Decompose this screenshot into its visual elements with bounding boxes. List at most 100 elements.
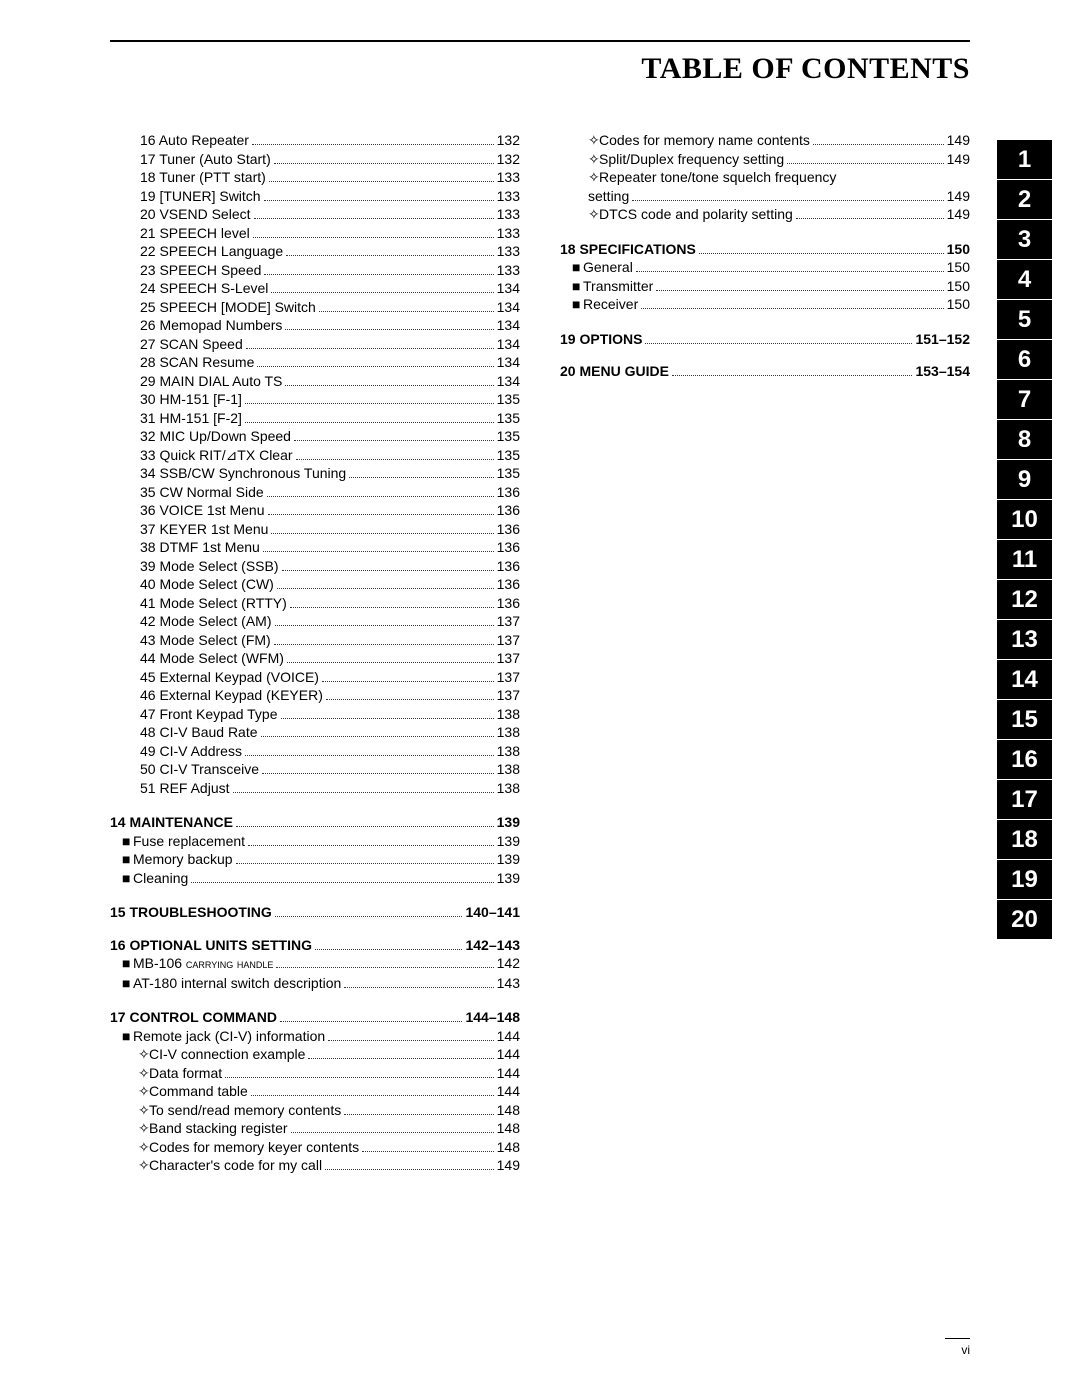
toc-entry-page: 138 bbox=[497, 742, 520, 761]
toc-entry-page: 151–152 bbox=[915, 330, 970, 349]
chapter-tab[interactable]: 2 bbox=[997, 180, 1052, 220]
toc-entry-page: 132 bbox=[497, 131, 520, 150]
toc-subsubentry: ✧Codes for memory keyer contents148 bbox=[110, 1138, 520, 1157]
toc-entry: 49 CI-V Address138 bbox=[110, 742, 520, 761]
toc-entry-label: 43 Mode Select (FM) bbox=[140, 631, 271, 650]
leader-dots bbox=[252, 144, 494, 145]
leader-dots bbox=[285, 329, 493, 330]
leader-dots bbox=[245, 403, 494, 404]
leader-dots bbox=[277, 588, 494, 589]
section-heading: 14 MAINTENANCE139 bbox=[110, 813, 520, 832]
toc-entry: 37 KEYER 1st Menu136 bbox=[110, 520, 520, 539]
leader-dots bbox=[328, 1040, 493, 1041]
toc-entry-page: 144 bbox=[497, 1064, 520, 1083]
toc-entry-page: 142 bbox=[497, 954, 520, 973]
chapter-tab[interactable]: 8 bbox=[997, 420, 1052, 460]
section-heading: 15 TROUBLESHOOTING140–141 bbox=[110, 903, 520, 922]
toc-entry: 50 CI-V Transceive138 bbox=[110, 760, 520, 779]
toc-entry-page: 133 bbox=[497, 187, 520, 206]
leader-dots bbox=[251, 1095, 494, 1096]
leader-dots bbox=[275, 916, 463, 917]
toc-entry-label: ✧Codes for memory keyer contents bbox=[138, 1138, 359, 1157]
toc-entry: 36 VOICE 1st Menu136 bbox=[110, 501, 520, 520]
chapter-tab[interactable]: 3 bbox=[997, 220, 1052, 260]
toc-subsubentry-wrap: setting149 bbox=[560, 187, 970, 206]
chapter-tab[interactable]: 17 bbox=[997, 780, 1052, 820]
toc-entry-page: 137 bbox=[497, 612, 520, 631]
toc-subentry: ■Memory backup 139 bbox=[110, 850, 520, 869]
leader-dots bbox=[268, 514, 494, 515]
page-number: vi bbox=[945, 1343, 970, 1357]
toc-entry-page: 149 bbox=[947, 187, 970, 206]
toc-entry-label: ✧Character's code for my call bbox=[138, 1156, 322, 1175]
chapter-tab[interactable]: 5 bbox=[997, 300, 1052, 340]
toc-entry-page: 134 bbox=[497, 316, 520, 335]
toc-entry: 35 CW Normal Side136 bbox=[110, 483, 520, 502]
chapter-tab[interactable]: 7 bbox=[997, 380, 1052, 420]
toc-entry: 45 External Keypad (VOICE)137 bbox=[110, 668, 520, 687]
toc-subsubentry: ✧Band stacking register148 bbox=[110, 1119, 520, 1138]
toc-entry-page: 150 bbox=[947, 258, 970, 277]
leader-dots bbox=[267, 496, 494, 497]
toc-entry-label: 17 CONTROL COMMAND bbox=[110, 1008, 277, 1027]
leader-dots bbox=[636, 271, 944, 272]
section-heading: 20 MENU GUIDE153–154 bbox=[560, 362, 970, 381]
toc-entry: 28 SCAN Resume134 bbox=[110, 353, 520, 372]
toc-entry-label: 17 Tuner (Auto Start) bbox=[140, 150, 271, 169]
leader-dots bbox=[362, 1151, 494, 1152]
toc-entry-page: 150 bbox=[947, 295, 970, 314]
leader-dots bbox=[641, 308, 943, 309]
toc-entry-label: 44 Mode Select (WFM) bbox=[140, 649, 284, 668]
toc-entry: 48 CI-V Baud Rate138 bbox=[110, 723, 520, 742]
leader-dots bbox=[285, 385, 493, 386]
toc-entry: 26 Memopad Numbers134 bbox=[110, 316, 520, 335]
toc-entry-page: 135 bbox=[497, 464, 520, 483]
toc-entry-label: 21 SPEECH level bbox=[140, 224, 250, 243]
toc-subentry: ■MB-106 carrying handle142 bbox=[110, 954, 520, 974]
chapter-tab[interactable]: 9 bbox=[997, 460, 1052, 500]
toc-entry-page: 137 bbox=[497, 649, 520, 668]
chapter-tab[interactable]: 19 bbox=[997, 860, 1052, 900]
toc-entry-page: 139 bbox=[497, 850, 520, 869]
toc-entry-label: 18 SPECIFICATIONS bbox=[560, 240, 696, 259]
toc-entry-page: 134 bbox=[497, 372, 520, 391]
chapter-tab[interactable]: 11 bbox=[997, 540, 1052, 580]
toc-entry-label: 27 SCAN Speed bbox=[140, 335, 243, 354]
chapter-tab[interactable]: 18 bbox=[997, 820, 1052, 860]
chapter-tab[interactable]: 12 bbox=[997, 580, 1052, 620]
chapter-tab[interactable]: 10 bbox=[997, 500, 1052, 540]
toc-entry-label: 20 VSEND Select bbox=[140, 205, 251, 224]
leader-dots bbox=[191, 882, 493, 883]
toc-entry-label: ✧Repeater tone/tone squelch frequency bbox=[588, 168, 836, 187]
toc-entry-label: ■Memory backup bbox=[122, 850, 233, 869]
leader-dots bbox=[264, 200, 494, 201]
toc-entry: 18 Tuner (PTT start)133 bbox=[110, 168, 520, 187]
section-heading: 18 SPECIFICATIONS 150 bbox=[560, 240, 970, 259]
toc-entry-label: ✧Command table bbox=[138, 1082, 248, 1101]
toc-entry-label: 34 SSB/CW Synchronous Tuning bbox=[140, 464, 346, 483]
leader-dots bbox=[326, 699, 494, 700]
chapter-tab[interactable]: 20 bbox=[997, 900, 1052, 940]
toc-entry-page: 138 bbox=[497, 705, 520, 724]
toc-entry-page: 144 bbox=[497, 1082, 520, 1101]
toc-entry-label: ✧Data format bbox=[138, 1064, 222, 1083]
toc-entry-page: 150 bbox=[947, 240, 970, 259]
chapter-tab[interactable]: 13 bbox=[997, 620, 1052, 660]
toc-entry: 46 External Keypad (KEYER)137 bbox=[110, 686, 520, 705]
toc-entry: 17 Tuner (Auto Start)132 bbox=[110, 150, 520, 169]
toc-entry-label: ■AT-180 internal switch description bbox=[122, 974, 341, 993]
toc-entry-page: 149 bbox=[947, 205, 970, 224]
chapter-tab[interactable]: 4 bbox=[997, 260, 1052, 300]
leader-dots bbox=[248, 845, 494, 846]
chapter-tab[interactable]: 15 bbox=[997, 700, 1052, 740]
toc-entry-label: 48 CI-V Baud Rate bbox=[140, 723, 258, 742]
chapter-tab[interactable]: 16 bbox=[997, 740, 1052, 780]
leader-dots bbox=[287, 662, 494, 663]
chapter-tab[interactable]: 6 bbox=[997, 340, 1052, 380]
toc-entry-label: 31 HM-151 [F-2] bbox=[140, 409, 242, 428]
chapter-tab[interactable]: 14 bbox=[997, 660, 1052, 700]
toc-entry-page: 149 bbox=[947, 150, 970, 169]
chapter-tab[interactable]: 1 bbox=[997, 140, 1052, 180]
leader-dots bbox=[291, 1132, 494, 1133]
toc-entry-page: 139 bbox=[497, 813, 520, 832]
